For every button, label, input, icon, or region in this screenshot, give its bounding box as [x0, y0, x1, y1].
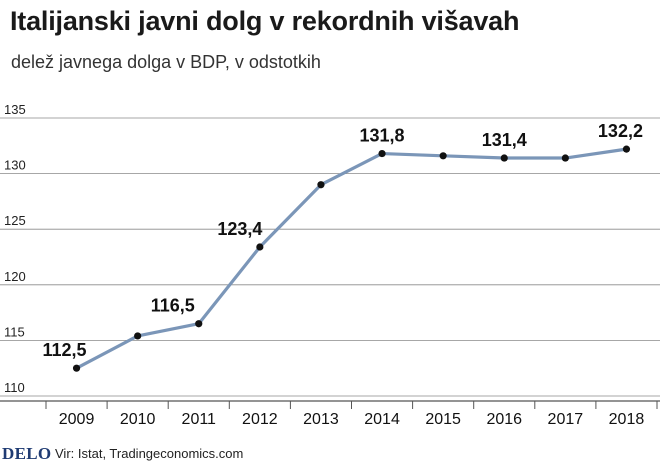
data-label: 131,4	[482, 130, 527, 150]
y-axis-ticks: 110 115 120 125 130 135	[4, 102, 26, 395]
series-line-layer	[74, 147, 629, 370]
y-tick-label: 110	[4, 380, 25, 395]
chart-subtitle: delež javnega dolga v BDP, v odstotkih	[11, 52, 321, 72]
footer: DELO Vir: Istat, Tradingeconomics.com	[0, 444, 660, 466]
data-point	[500, 154, 508, 162]
x-tick-label: 2018	[609, 411, 645, 428]
data-point	[439, 152, 447, 160]
data-label: 123,4	[217, 219, 262, 239]
x-axis-ticks: 2009 2010 2011 2012 2013 2014 2015 2016 2017 2018	[0, 400, 660, 428]
data-point	[561, 154, 569, 162]
grid-lines	[0, 117, 660, 397]
source-note: Vir: Istat, Tradingeconomics.com	[55, 446, 244, 461]
x-tick-label: 2016	[486, 411, 522, 428]
chart-title: Italijanski javni dolg v rekordnih višav…	[10, 6, 520, 36]
data-label: 116,5	[151, 296, 195, 316]
data-point	[317, 181, 325, 189]
data-point	[134, 332, 142, 340]
x-tick-label: 2010	[120, 411, 156, 428]
data-point	[72, 364, 81, 372]
x-tick-label: 2015	[425, 411, 461, 428]
y-tick-label: 120	[4, 269, 26, 284]
data-point	[378, 149, 386, 158]
brand-logo: DELO	[2, 444, 52, 463]
x-tick-label: 2013	[303, 411, 339, 428]
x-tick-label: 2011	[182, 411, 217, 428]
data-label: 112,5	[43, 340, 87, 360]
y-tick-label: 130	[4, 158, 26, 173]
x-tick-label: 2014	[364, 411, 400, 428]
x-tick-label: 2017	[548, 411, 584, 428]
data-points	[72, 145, 631, 372]
y-tick-label: 135	[4, 102, 26, 117]
data-point	[195, 320, 203, 328]
x-tick-label: 2012	[242, 411, 278, 428]
y-tick-label: 125	[4, 213, 26, 228]
x-tick-label: 2009	[59, 411, 95, 428]
data-labels: 112,5 116,5 123,4 131,8 131,4 132,2	[43, 121, 643, 360]
y-tick-label: 115	[4, 324, 25, 339]
data-label: 131,8	[360, 126, 405, 146]
data-point	[256, 243, 264, 251]
data-point	[622, 145, 631, 153]
data-label: 132,2	[598, 121, 643, 141]
series-line	[74, 147, 629, 370]
